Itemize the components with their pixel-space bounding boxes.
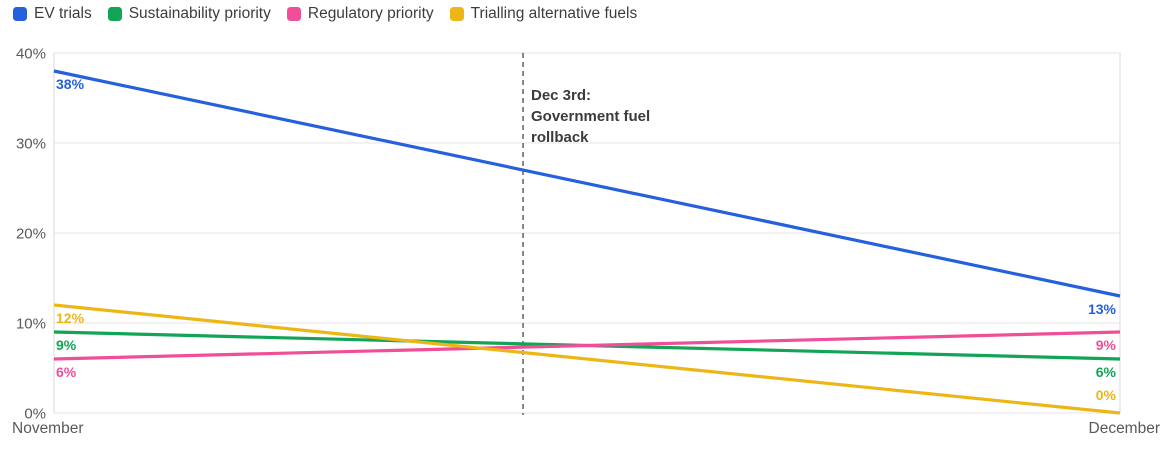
- value-label-start: 38%: [56, 76, 85, 92]
- series-line-ev-trials: [53, 69, 1121, 298]
- value-label-end: 6%: [1096, 364, 1117, 380]
- annotation-text: Dec 3rd: Government fuel rollback: [531, 85, 650, 148]
- legend-label-sustainability-priority: Sustainability priority: [128, 5, 271, 22]
- legend-item-trialling-alternative-fuels[interactable]: Trialling alternative fuels: [449, 5, 638, 23]
- legend-item-ev-trials[interactable]: EV trials: [13, 5, 92, 23]
- legend-item-sustainability-priority[interactable]: Sustainability priority: [107, 5, 271, 23]
- y-axis-tick-label: 40%: [16, 46, 46, 63]
- y-axis-tick-label: 10%: [16, 316, 46, 333]
- value-label-start: 6%: [56, 364, 77, 380]
- y-axis-tick-label: 0%: [24, 406, 46, 423]
- legend-label-regulatory-priority: Regulatory priority: [307, 5, 434, 22]
- series-line-regulatory-priority: [53, 330, 1121, 361]
- chart-legend: EV trials Sustainability priority Regula…: [13, 5, 637, 23]
- annotation-line: Dec 3rd:: [531, 87, 592, 104]
- value-label-end: 13%: [1088, 301, 1117, 317]
- legend-label-ev-trials: EV trials: [34, 5, 92, 22]
- legend-swatch-regulatory-priority: [286, 7, 301, 21]
- value-label-end: 9%: [1096, 337, 1117, 353]
- legend-label-trialling-alternative-fuels: Trialling alternative fuels: [470, 5, 638, 22]
- value-label-start: 12%: [56, 310, 85, 326]
- series-line-trialling-alternative-fuels: [53, 303, 1121, 415]
- x-axis-label-december: December: [1089, 420, 1161, 437]
- legend-item-regulatory-priority[interactable]: Regulatory priority: [286, 5, 434, 23]
- value-label-end: 0%: [1096, 387, 1117, 403]
- legend-swatch-sustainability-priority: [107, 7, 122, 21]
- value-label-start: 9%: [56, 337, 77, 353]
- x-axis-label-november: November: [12, 420, 84, 437]
- legend-swatch-ev-trials: [13, 7, 27, 21]
- y-axis-tick-label: 30%: [16, 136, 46, 153]
- y-axis-tick-label: 20%: [16, 226, 46, 243]
- annotation-line: Government fuel: [531, 108, 651, 125]
- legend-swatch-trialling-alternative-fuels: [449, 7, 464, 21]
- annotation-line: rollback: [531, 129, 589, 146]
